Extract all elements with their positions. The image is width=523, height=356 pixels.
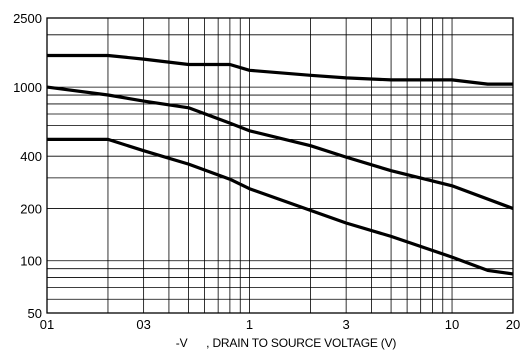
y-tick-label: 200 xyxy=(20,201,42,216)
x-tick-label: 10 xyxy=(445,317,459,332)
x-axis-label: -V , DRAIN TO SOURCE VOLTAGE (V) xyxy=(176,336,397,350)
x-tick-label: 1 xyxy=(246,317,253,332)
x-tick-label: 3 xyxy=(343,317,350,332)
plot-frame xyxy=(46,17,514,314)
y-tick-labels: 50 100 200 400 1000 2500 xyxy=(13,11,42,321)
x-tick-label: 03 xyxy=(136,317,150,332)
x-tick-label: 01 xyxy=(40,317,54,332)
x-tick-labels: 01 03 1 3 10 20 xyxy=(40,317,520,332)
y-tick-label: 400 xyxy=(20,149,42,164)
series-line-2 xyxy=(46,85,514,210)
y-tick-label: 2500 xyxy=(13,11,42,26)
y-tick-label: 100 xyxy=(20,254,42,269)
series-line-1 xyxy=(47,53,513,86)
y-tick-label: 50 xyxy=(28,306,42,321)
x-tick-label: 20 xyxy=(506,317,520,332)
series-line-3 xyxy=(47,137,514,276)
series-group xyxy=(46,53,514,276)
y-tick-label: 1000 xyxy=(13,80,42,95)
grid xyxy=(47,18,513,313)
